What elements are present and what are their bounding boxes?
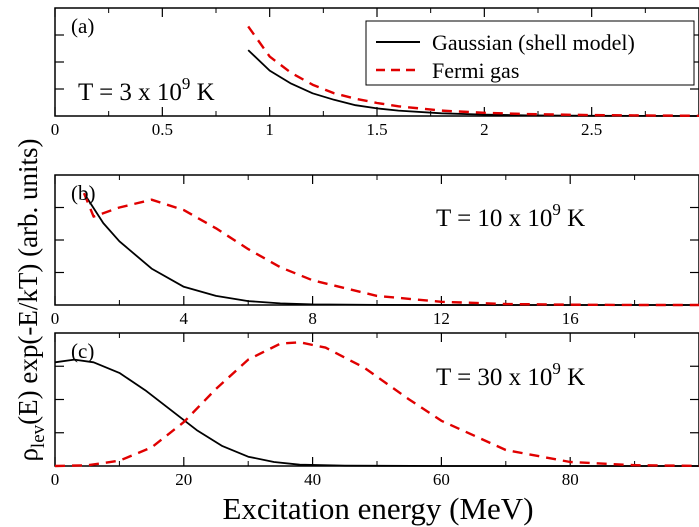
gaussian-curve bbox=[247, 49, 699, 117]
panel-0: 0 0.5 1 1.5 2 2.5 (a) T = 3 x 109 K bbox=[51, 7, 699, 139]
x-tick-label: 40 bbox=[304, 470, 321, 489]
x-tick-label: 1.5 bbox=[366, 120, 387, 139]
panel-frame bbox=[54, 174, 699, 306]
legend: Gaussian (shell model) Fermi gas bbox=[365, 20, 695, 86]
x-tick-label: 0 bbox=[51, 120, 60, 139]
x-tick-label: 0 bbox=[51, 470, 60, 489]
temperature-annotation: T = 10 x 109 K bbox=[436, 200, 585, 232]
legend-box bbox=[365, 20, 695, 86]
x-tick-label: 0.5 bbox=[152, 120, 173, 139]
x-tick-label: 80 bbox=[562, 470, 579, 489]
temperature-annotation: T = 30 x 109 K bbox=[436, 359, 585, 391]
panel-label: (a) bbox=[71, 14, 94, 38]
temperature-annotation: T = 3 x 109 K bbox=[78, 74, 215, 106]
x-tick-label: 16 bbox=[562, 309, 579, 328]
x-axis-label: Excitation energy (MeV) bbox=[222, 491, 533, 526]
fermi-gas-curve bbox=[247, 25, 699, 117]
x-tick-label: 2 bbox=[480, 120, 489, 139]
gaussian-curve bbox=[83, 192, 699, 306]
x-tick-label: 0 bbox=[51, 309, 60, 328]
legend-gaussian-label: Gaussian (shell model) bbox=[432, 30, 635, 55]
x-tick-label: 1 bbox=[265, 120, 274, 139]
x-tick-label: 60 bbox=[433, 470, 450, 489]
x-tick-label: 8 bbox=[308, 309, 317, 328]
x-tick-label: 12 bbox=[433, 309, 450, 328]
fermi-gas-curve bbox=[54, 341, 699, 468]
x-tick-label: 20 bbox=[175, 470, 192, 489]
fermi-gas-curve bbox=[82, 192, 699, 307]
panel-2: 0 20 40 60 80 (c) T = 30 x 109 K bbox=[51, 332, 699, 489]
legend-fermi-label: Fermi gas bbox=[432, 58, 519, 83]
panel-label: (b) bbox=[71, 181, 96, 205]
panel-label: (c) bbox=[71, 339, 94, 363]
y-axis-label: ρlev(E) exp(-E/kT) (arb. units) bbox=[13, 138, 49, 461]
panel-1: 0 4 8 12 16 (b) T = 10 x 109 K bbox=[51, 174, 699, 328]
panel-frame bbox=[54, 332, 699, 467]
x-tick-label: 2.5 bbox=[581, 120, 602, 139]
gaussian-curve bbox=[54, 358, 699, 467]
x-tick-label: 4 bbox=[180, 309, 189, 328]
